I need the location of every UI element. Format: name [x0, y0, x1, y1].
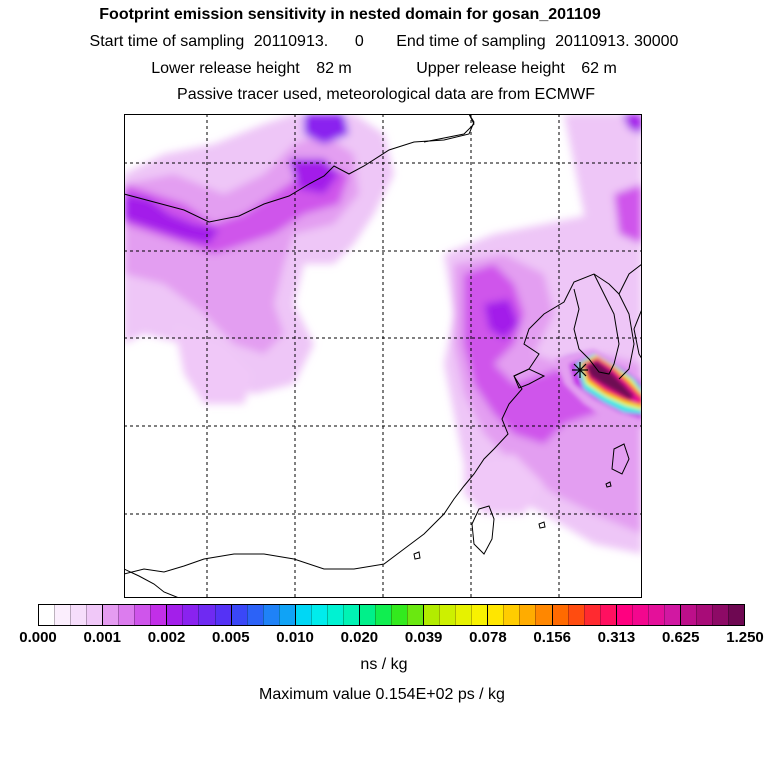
colorbar [38, 604, 745, 626]
colorbar-segment [503, 605, 520, 625]
colorbar-segment [326, 605, 343, 625]
colorbar-segment [246, 605, 263, 625]
colorbar-tick-label: 0.010 [276, 629, 314, 646]
map-svg [124, 114, 642, 598]
map-frame [124, 114, 642, 598]
coastlines [124, 114, 642, 598]
colorbar-segment [439, 605, 456, 625]
colorbar-segment [615, 605, 632, 625]
end-time-label: End time of sampling [396, 33, 546, 50]
colorbar-segment [599, 605, 616, 625]
colorbar-unit: ns / kg [360, 656, 408, 673]
colorbar-segment [358, 605, 375, 625]
colorbar-tick-label: 0.313 [597, 629, 636, 646]
colorbar-segment [631, 605, 648, 625]
colorbar-tick-label: 0.005 [212, 629, 250, 646]
colorbar-segment [54, 605, 71, 625]
colorbar-segment [647, 605, 664, 625]
colorbar-tick-label: 0.039 [404, 629, 443, 646]
end-time-value: 20110913. 30000 [555, 33, 679, 50]
colorbar-segment [663, 605, 680, 625]
colorbar-segment [310, 605, 327, 625]
lower-release-label: Lower release height [151, 60, 300, 77]
colorbar-segment [294, 605, 311, 625]
colorbar-segment [728, 605, 745, 625]
colorbar-tick-label: 0.002 [147, 629, 186, 646]
colorbar-tick-label: 0.000 [19, 629, 57, 646]
colorbar-segment [455, 605, 472, 625]
colorbar-segment [182, 605, 199, 625]
colorbar-segment [342, 605, 359, 625]
colorbar-tick-label: 0.625 [661, 629, 700, 646]
colorbar-segment [407, 605, 424, 625]
lower-release-value: 82 m [316, 60, 352, 77]
colorbar-segment [39, 605, 55, 625]
colorbar-segment [278, 605, 295, 625]
colorbar-segment [391, 605, 408, 625]
colorbar-segment [519, 605, 536, 625]
sampling-time-line: Start time of sampling 20110913. 0 End t… [0, 33, 768, 51]
start-time-value: 20110913. 0 [253, 33, 364, 50]
colorbar-segment [118, 605, 135, 625]
colorbar-segment [214, 605, 231, 625]
colorbar-segment [70, 605, 87, 625]
colorbar-tick-labels: 0.000 0.001 0.002 0.005 0.010 0.020 0.039 0.078… [0, 629, 768, 649]
start-time-label: Start time of sampling [89, 33, 245, 50]
colorbar-segment [262, 605, 279, 625]
colorbar-segment [471, 605, 488, 625]
colorbar-segment [150, 605, 167, 625]
colorbar-segment [695, 605, 712, 625]
colorbar-segment [230, 605, 247, 625]
upper-release-value: 62 m [581, 60, 617, 77]
colorbar-segment [86, 605, 103, 625]
plot-title: Footprint emission sensitivity in nested… [99, 6, 601, 23]
colorbar-tick-label: 0.156 [533, 629, 571, 646]
colorbar-tick-label: 0.078 [469, 629, 507, 646]
map-gridlines [124, 114, 642, 598]
colorbar-segment [551, 605, 568, 625]
release-height-line: Lower release height 82 m Upper release … [0, 60, 768, 78]
colorbar-segment [423, 605, 440, 625]
colorbar-segment [134, 605, 151, 625]
colorbar-segment [374, 605, 392, 625]
colorbar-segment [102, 605, 119, 625]
colorbar-segment [166, 605, 183, 625]
colorbar-tick-label: 1.250 [726, 629, 764, 646]
asterisk-marker [572, 362, 588, 378]
colorbar-tick-label: 0.001 [83, 629, 122, 646]
colorbar-segment [487, 605, 504, 625]
colorbar-tick-label: 0.020 [340, 629, 379, 646]
colorbar-segment [679, 605, 696, 625]
maximum-value-text: Maximum value 0.154E+02 ps / kg [259, 686, 505, 703]
upper-release-label: Upper release height [416, 60, 565, 77]
colorbar-segment [535, 605, 552, 625]
colorbar-segment [711, 605, 729, 625]
colorbar-segment [198, 605, 215, 625]
colorbar-segment [583, 605, 600, 625]
footprint-map [124, 114, 642, 598]
tracer-note: Passive tracer used, meteorological data… [177, 86, 595, 103]
colorbar-segment [567, 605, 584, 625]
